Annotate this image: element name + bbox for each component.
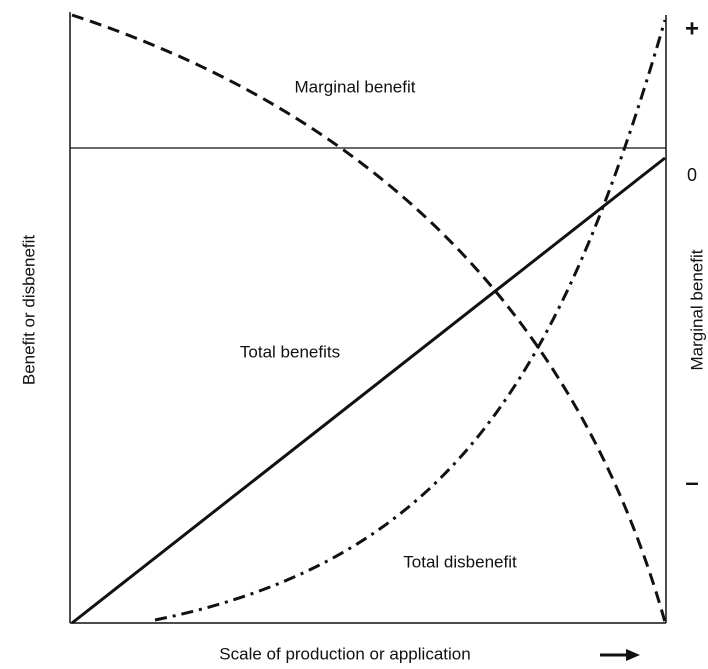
curve-label: Total disbenefit (403, 552, 517, 571)
total-benefits-line (71, 156, 666, 625)
right-axis-mark: 0 (687, 165, 697, 185)
right-axis-mark: – (685, 469, 698, 496)
right-axis-label: Marginal benefit (687, 249, 706, 370)
marginal-benefit-curve (71, 13, 667, 623)
x-axis-label: Scale of production or application (219, 644, 470, 663)
total-disbenefit-curve (154, 19, 667, 622)
frame (69, 12, 667, 624)
left-axis-label: Benefit or disbenefit (19, 235, 38, 386)
curve-label: Marginal benefit (295, 77, 416, 96)
right-axis-mark: + (685, 15, 699, 42)
curve-label: Total benefits (240, 342, 340, 361)
arrow (600, 649, 640, 661)
